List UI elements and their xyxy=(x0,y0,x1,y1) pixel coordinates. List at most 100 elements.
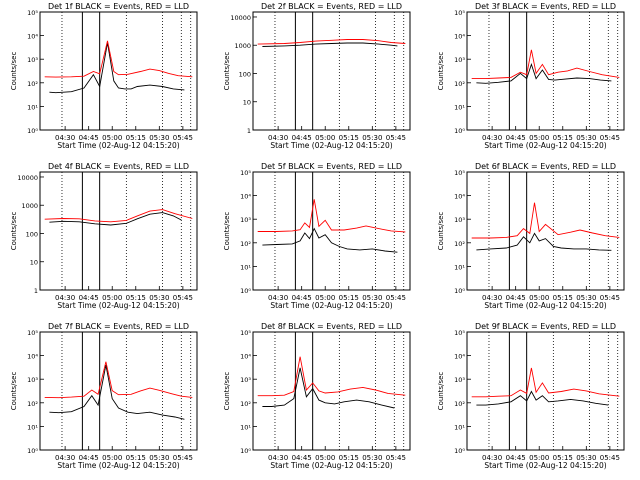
chart-panel: Det 7f BLACK = Events, RED = LLD 10⁰ 10¹ 10… xyxy=(10,322,198,470)
x-tick-label: 05:30 xyxy=(576,454,596,462)
y-tick-label: 10⁴ xyxy=(240,193,251,201)
chart-panel: Det 9f BLACK = Events, RED = LLD 10⁰ 10¹ 10… xyxy=(437,322,625,470)
x-tick-label: 04:45 xyxy=(79,134,99,142)
x-axis-label: Start Time (02-Aug-12 04:15:20) xyxy=(484,461,606,470)
lld-series-line xyxy=(257,199,406,233)
x-tick-label: 05:30 xyxy=(149,134,169,142)
x-tick-label: 05:15 xyxy=(126,294,146,302)
plot-frame xyxy=(466,11,625,131)
x-tick-label: 04:45 xyxy=(79,454,99,462)
x-tick-label: 05:45 xyxy=(600,134,620,142)
events-series-line xyxy=(476,62,612,84)
x-tick-label: 04:30 xyxy=(268,454,288,462)
chart-title: Det 7f BLACK = Events, RED = LLD xyxy=(48,322,189,331)
chart-title: Det 9f BLACK = Events, RED = LLD xyxy=(475,322,616,331)
y-tick-label: 10¹ xyxy=(240,423,251,431)
chart-title: Det 8f BLACK = Events, RED = LLD xyxy=(261,322,402,331)
y-tick-label: 10⁴ xyxy=(240,353,251,361)
chart-title: Det 1f BLACK = Events, RED = LLD xyxy=(48,2,189,11)
plot-frame xyxy=(252,11,411,131)
y-axis-label: Counts/sec xyxy=(437,372,445,411)
y-tick-label: 10³ xyxy=(240,216,251,224)
y-tick-label: 10⁵ xyxy=(240,169,251,177)
x-tick-label: 04:45 xyxy=(79,294,99,302)
x-tick-label: 04:30 xyxy=(268,294,288,302)
x-tick-label: 05:00 xyxy=(315,454,335,462)
x-tick-label: 04:45 xyxy=(292,134,312,142)
y-tick-label: 10⁵ xyxy=(27,9,38,17)
y-tick-label: 10⁵ xyxy=(454,9,465,17)
x-tick-label: 05:00 xyxy=(102,454,122,462)
x-tick-label: 05:15 xyxy=(126,134,146,142)
y-tick-label: 10¹ xyxy=(454,103,465,111)
x-tick-label: 04:30 xyxy=(55,294,75,302)
x-tick-label: 05:15 xyxy=(553,294,573,302)
y-tick-label: 10¹ xyxy=(240,263,251,271)
y-tick-label: 10⁵ xyxy=(454,169,465,177)
y-tick-label: 10⁵ xyxy=(27,329,38,337)
chart-panel: Det 8f BLACK = Events, RED = LLD 10⁰ 10¹ 10… xyxy=(223,322,411,470)
events-series-line xyxy=(262,42,398,47)
x-tick-label: 04:45 xyxy=(292,454,312,462)
x-tick-label: 04:45 xyxy=(292,294,312,302)
chart-panel: Det 3f BLACK = Events, RED = LLD 10⁰ 10¹ 10… xyxy=(437,2,625,150)
chart-panel: Det 2f BLACK = Events, RED = LLD 1 10 100 10… xyxy=(223,2,411,150)
y-tick-label: 10⁵ xyxy=(454,329,465,337)
events-series-line xyxy=(262,227,398,253)
x-tick-label: 05:15 xyxy=(553,134,573,142)
y-tick-label: 10⁴ xyxy=(454,33,465,41)
y-tick-label: 10⁰ xyxy=(240,447,251,455)
y-axis-label: Counts/sec xyxy=(10,372,18,411)
x-tick-label: 04:45 xyxy=(506,134,526,142)
lld-series-line xyxy=(44,40,193,78)
y-tick-label: 10³ xyxy=(27,376,38,384)
y-tick-label: 10⁰ xyxy=(454,287,465,295)
y-tick-label: 10³ xyxy=(454,376,465,384)
y-tick-label: 10³ xyxy=(454,56,465,64)
y-tick-label: 1 xyxy=(34,287,38,295)
chart-panel: Det 1f BLACK = Events, RED = LLD 10⁰ 10¹ 10… xyxy=(10,2,198,150)
y-axis-label: Counts/sec xyxy=(223,52,231,91)
plot-frame xyxy=(39,331,198,451)
y-tick-label: 10⁴ xyxy=(27,353,38,361)
y-tick-label: 100 xyxy=(239,70,251,78)
plot-frame xyxy=(39,11,198,131)
x-tick-label: 05:30 xyxy=(362,454,382,462)
events-series-line xyxy=(49,212,182,226)
events-series-line xyxy=(262,367,395,409)
chart-panel: Det 5f BLACK = Events, RED = LLD 10⁰ 10¹ 10… xyxy=(223,162,411,310)
y-tick-label: 10⁰ xyxy=(240,287,251,295)
y-axis-label: Counts/sec xyxy=(10,212,18,251)
x-axis-label: Start Time (02-Aug-12 04:15:20) xyxy=(270,301,392,310)
y-tick-label: 100 xyxy=(26,230,38,238)
y-axis-label: Counts/sec xyxy=(223,372,231,411)
y-tick-label: 10² xyxy=(454,240,465,248)
x-tick-label: 05:00 xyxy=(315,134,335,142)
x-tick-label: 04:30 xyxy=(55,134,75,142)
y-tick-label: 1000 xyxy=(21,202,38,210)
events-series-line xyxy=(49,42,185,94)
x-tick-label: 05:30 xyxy=(362,134,382,142)
x-tick-label: 05:45 xyxy=(173,454,193,462)
y-tick-label: 10⁴ xyxy=(454,353,465,361)
x-tick-label: 05:30 xyxy=(149,294,169,302)
chart-title: Det 6f BLACK = Events, RED = LLD xyxy=(475,162,616,171)
x-tick-label: 04:45 xyxy=(506,454,526,462)
x-tick-label: 05:00 xyxy=(529,454,549,462)
x-axis-label: Start Time (02-Aug-12 04:15:20) xyxy=(57,301,179,310)
x-tick-label: 05:30 xyxy=(576,294,596,302)
x-tick-label: 05:00 xyxy=(529,134,549,142)
x-tick-label: 05:45 xyxy=(386,294,406,302)
x-tick-label: 05:00 xyxy=(102,294,122,302)
y-tick-label: 10³ xyxy=(454,216,465,224)
y-tick-label: 10⁰ xyxy=(27,127,38,135)
y-tick-label: 10000 xyxy=(230,14,251,22)
lld-series-line xyxy=(44,209,193,223)
y-tick-label: 10² xyxy=(27,400,38,408)
plot-frame xyxy=(39,171,198,291)
x-tick-label: 05:15 xyxy=(339,454,359,462)
x-tick-label: 04:45 xyxy=(506,294,526,302)
y-tick-label: 10 xyxy=(243,99,251,107)
chart-panel: Det 6f BLACK = Events, RED = LLD 10⁰ 10¹ 10… xyxy=(437,162,625,310)
